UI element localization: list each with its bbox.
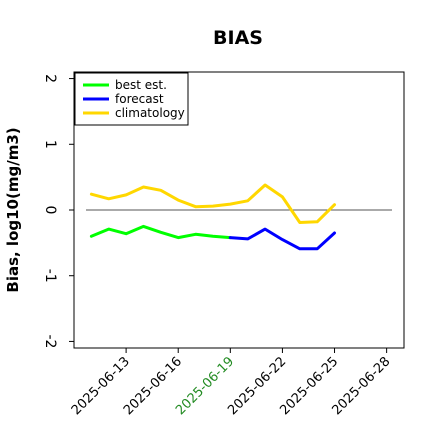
y-tick-label: -1 bbox=[42, 269, 58, 283]
y-tick-label: 1 bbox=[42, 140, 58, 149]
y-tick-label: -2 bbox=[42, 334, 58, 348]
series-line-1 bbox=[89, 224, 232, 240]
legend-label: climatology bbox=[115, 106, 185, 120]
series-line-3 bbox=[89, 183, 336, 224]
y-tick-label: 0 bbox=[42, 206, 58, 215]
legend-box bbox=[74, 72, 189, 126]
legend-label: best est. bbox=[115, 78, 167, 92]
y-tick-label: 2 bbox=[42, 74, 58, 83]
chart-title: BIAS bbox=[213, 27, 263, 49]
legend-label: forecast bbox=[115, 92, 164, 106]
series-line-2 bbox=[228, 227, 336, 251]
plot-area bbox=[86, 183, 392, 251]
y-axis-label: Bias, log10(mg/m3) bbox=[4, 127, 22, 292]
